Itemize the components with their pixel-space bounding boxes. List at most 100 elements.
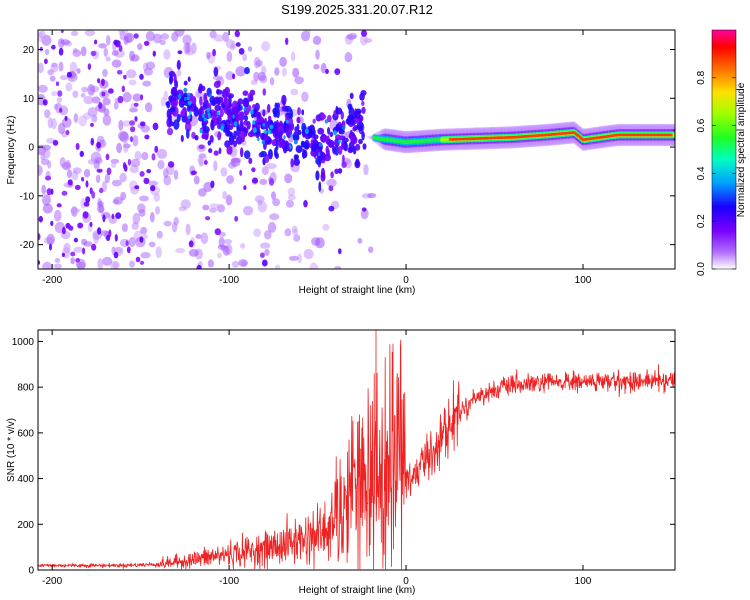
spectral-blob [72,90,79,98]
spectral-blob [102,214,106,223]
spectral-blob [98,43,107,49]
spectral-blob [267,129,272,135]
top-panel-frame [37,29,676,270]
spectral-blob [257,137,260,141]
spectral-blob [125,240,129,247]
spectral-blob [315,237,325,249]
top-x-tick-label: 0 [403,275,409,286]
spectral-blob [269,77,275,86]
spectral-blob [72,167,82,175]
spectral-blob [312,118,316,124]
spectral-blob [672,132,675,138]
spectral-blob [90,50,97,57]
spectral-blob [342,124,346,131]
colorbar-label: Normalized spectral amplitude [736,82,747,217]
spectral-blob [201,85,206,92]
spectral-blob [83,95,94,105]
spectral-blob [64,115,68,121]
spectral-blob [193,175,200,185]
bottom-y-tick-label: 400 [17,474,34,485]
spectral-blob [140,252,151,259]
spectral-blob [106,167,112,176]
spectral-blob [97,227,102,235]
spectral-blob [267,115,272,121]
spectral-blob [284,105,292,113]
spectral-blob [207,112,211,119]
spectral-blob [47,69,54,76]
spectral-blob [130,158,141,168]
spectral-blob [170,100,177,107]
spectral-blob [286,119,289,124]
spectral-blob [176,59,181,70]
spectral-blob [105,153,110,161]
spectral-blob [76,68,81,74]
spectral-blob [360,34,368,46]
spectral-blob [102,68,108,78]
spectral-blob [274,102,278,110]
spectral-blob [212,113,218,121]
spectral-blob [96,141,101,149]
spectral-blob [98,204,104,213]
spectral-blob [243,185,247,191]
spectral-blob [70,207,80,214]
spectral-blob [111,50,119,56]
spectral-blob [223,96,228,104]
spectral-blob [58,61,64,72]
spectral-blob [246,121,251,130]
spectral-blob [80,46,87,57]
spectral-blob [320,113,327,120]
bottom-y-tick-label: 200 [17,520,34,531]
spectral-blob [47,117,53,129]
spectral-blob [250,109,254,115]
spectral-blob [362,143,367,150]
spectral-blob [193,106,199,117]
spectral-blob [97,258,104,269]
spectral-blob [333,130,337,136]
spectral-blob [168,113,172,124]
spectral-blob [257,201,268,213]
spectral-blob [56,97,63,103]
spectral-blob [243,98,249,107]
spectral-blob [77,222,84,229]
colorbar-tick-label: 0.6 [696,118,707,132]
spectral-blob [128,236,136,248]
spectral-blob [152,50,156,57]
spectral-blob [133,102,139,107]
spectral-blob [42,203,53,214]
spectral-blob [72,49,82,57]
spectral-blob [97,78,101,84]
spectral-blob [357,237,363,244]
spectral-blob [134,150,142,161]
spectral-blob [274,147,278,158]
spectral-blob [269,213,280,221]
spectral-blob [239,131,246,138]
spectral-blob [184,121,192,132]
spectral-blob [121,85,126,93]
spectral-blob [262,123,266,127]
spectral-blob [71,30,79,37]
spectral-blob [50,220,54,226]
spectral-blob [134,185,140,190]
spectral-blob [180,134,184,143]
spectral-blob [163,49,171,60]
spectral-blob [208,148,213,154]
spectral-blob [178,93,182,100]
bottom-y-tick-label: 1000 [12,337,35,348]
spectral-blob [294,76,304,85]
spectral-blob [183,96,187,101]
spectral-blob [259,178,268,185]
spectral-blob [368,246,374,253]
spectral-blob [350,135,358,145]
spectral-blob [127,158,131,166]
top-y-tick-label: 0 [28,143,34,154]
spectral-blob [149,211,155,223]
spectral-blob [46,137,55,144]
spectral-blob [141,151,149,161]
spectral-blob [81,86,88,93]
spectral-blob [62,226,66,235]
spectral-blob [233,121,238,127]
spectral-blob [274,264,281,269]
spectral-blob [210,119,214,128]
spectral-blob [91,243,97,251]
spectral-blob [261,259,268,267]
